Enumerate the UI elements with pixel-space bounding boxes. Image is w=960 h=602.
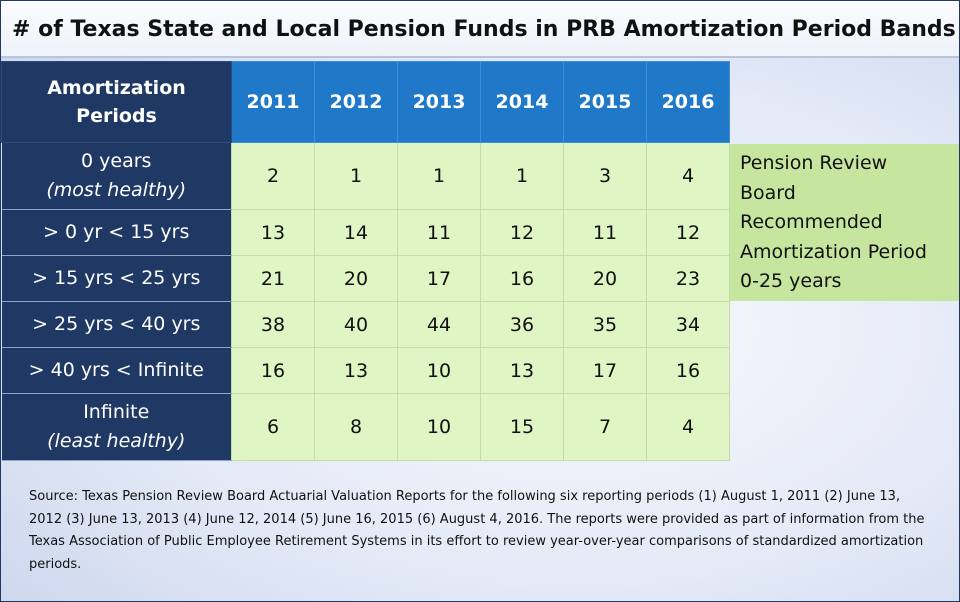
- note-line-3: Recommended: [740, 211, 883, 233]
- value-cell-2016: 23: [646, 255, 730, 302]
- column-header-2015: 2015: [563, 61, 647, 143]
- table-row: > 15 yrs < 25 yrs 21 20 17 16 20 23: [1, 255, 730, 302]
- value-cell-2013: 10: [397, 393, 481, 461]
- row-label: 0 years (most healthy): [1, 142, 232, 210]
- value-cell-2012: 1: [314, 142, 398, 210]
- value-cell-2014: 16: [480, 255, 564, 302]
- column-header-2011: 2011: [231, 61, 315, 143]
- row-label-text: > 40 yrs < Infinite: [28, 359, 204, 381]
- row-label-text: Infinite: [83, 401, 150, 423]
- value-cell-2015: 17: [563, 347, 647, 394]
- note-line-4: Amortization Period: [740, 240, 927, 263]
- value-cell-2011: 21: [231, 255, 315, 302]
- value-cell-2015: 11: [563, 209, 647, 256]
- row-label-text: > 15 yrs < 25 yrs: [32, 267, 201, 289]
- row-sublabel-text: (most healthy): [46, 179, 187, 201]
- value-cell-2012: 8: [314, 393, 398, 461]
- corner-header-line-2: Periods: [76, 105, 157, 127]
- value-cell-2011: 38: [231, 301, 315, 348]
- note-line-2: Board: [740, 181, 796, 204]
- note-line-1: Pension Review: [740, 152, 888, 174]
- row-label: > 25 yrs < 40 yrs: [1, 301, 232, 348]
- value-cell-2014: 1: [480, 142, 564, 210]
- row-label: Infinite (least healthy): [1, 393, 232, 461]
- value-cell-2011: 13: [231, 209, 315, 256]
- value-cell-2015: 3: [563, 142, 647, 210]
- table-row: > 40 yrs < Infinite 16 13 10 13 17 16: [1, 347, 730, 394]
- row-label: > 0 yr < 15 yrs: [1, 209, 232, 256]
- value-cell-2014: 15: [480, 393, 564, 461]
- row-sublabel-text: (least healthy): [47, 430, 186, 452]
- value-cell-2014: 12: [480, 209, 564, 256]
- column-header-2014: 2014: [480, 61, 564, 143]
- value-cell-2013: 44: [397, 301, 481, 348]
- value-cell-2012: 40: [314, 301, 398, 348]
- row-label: > 40 yrs < Infinite: [1, 347, 232, 394]
- table-body: 0 years (most healthy) 2 1 1 1 3 4 > 0 yr < 15 y…: [1, 142, 730, 461]
- column-header-2013: 2013: [397, 61, 481, 143]
- source-note: Source: Texas Pension Review Board Actua…: [29, 489, 925, 572]
- row-label-text: 0 years: [81, 150, 152, 172]
- value-cell-2015: 20: [563, 255, 647, 302]
- row-label-text: > 25 yrs < 40 yrs: [32, 313, 201, 335]
- value-cell-2011: 6: [231, 393, 315, 461]
- note-line-5: 0-25 years: [740, 270, 842, 292]
- value-cell-2011: 16: [231, 347, 315, 394]
- value-cell-2014: 36: [480, 301, 564, 348]
- value-cell-2016: 4: [646, 142, 730, 210]
- table-row: 0 years (most healthy) 2 1 1 1 3 4: [1, 142, 730, 210]
- corner-header: Amortization Periods: [1, 61, 232, 143]
- recommendation-note: Pension Review Board Recommended Amortiz…: [730, 144, 959, 301]
- table-row: > 0 yr < 15 yrs 13 14 11 12 11 12: [1, 209, 730, 256]
- value-cell-2013: 1: [397, 142, 481, 210]
- value-cell-2015: 7: [563, 393, 647, 461]
- value-cell-2013: 10: [397, 347, 481, 394]
- column-header-2016: 2016: [646, 61, 730, 143]
- row-label: > 15 yrs < 25 yrs: [1, 255, 232, 302]
- amortization-table: Amortization Periods 2011 2012 2013 2014…: [1, 61, 730, 461]
- value-cell-2016: 16: [646, 347, 730, 394]
- value-cell-2012: 13: [314, 347, 398, 394]
- value-cell-2015: 35: [563, 301, 647, 348]
- table-header-row: Amortization Periods 2011 2012 2013 2014…: [1, 61, 730, 143]
- value-cell-2016: 34: [646, 301, 730, 348]
- row-label-text: > 0 yr < 15 yrs: [43, 221, 190, 243]
- table-row: > 25 yrs < 40 yrs 38 40 44 36 35 34: [1, 301, 730, 348]
- value-cell-2012: 20: [314, 255, 398, 302]
- value-cell-2012: 14: [314, 209, 398, 256]
- value-cell-2014: 13: [480, 347, 564, 394]
- column-header-2012: 2012: [314, 61, 398, 143]
- chart-title: # of Texas State and Local Pension Funds…: [1, 1, 959, 58]
- value-cell-2013: 17: [397, 255, 481, 302]
- value-cell-2013: 11: [397, 209, 481, 256]
- value-cell-2016: 12: [646, 209, 730, 256]
- corner-header-line-1: Amortization: [47, 77, 186, 99]
- value-cell-2011: 2: [231, 142, 315, 210]
- value-cell-2016: 4: [646, 393, 730, 461]
- table-row: Infinite (least healthy) 6 8 10 15 7 4: [1, 393, 730, 461]
